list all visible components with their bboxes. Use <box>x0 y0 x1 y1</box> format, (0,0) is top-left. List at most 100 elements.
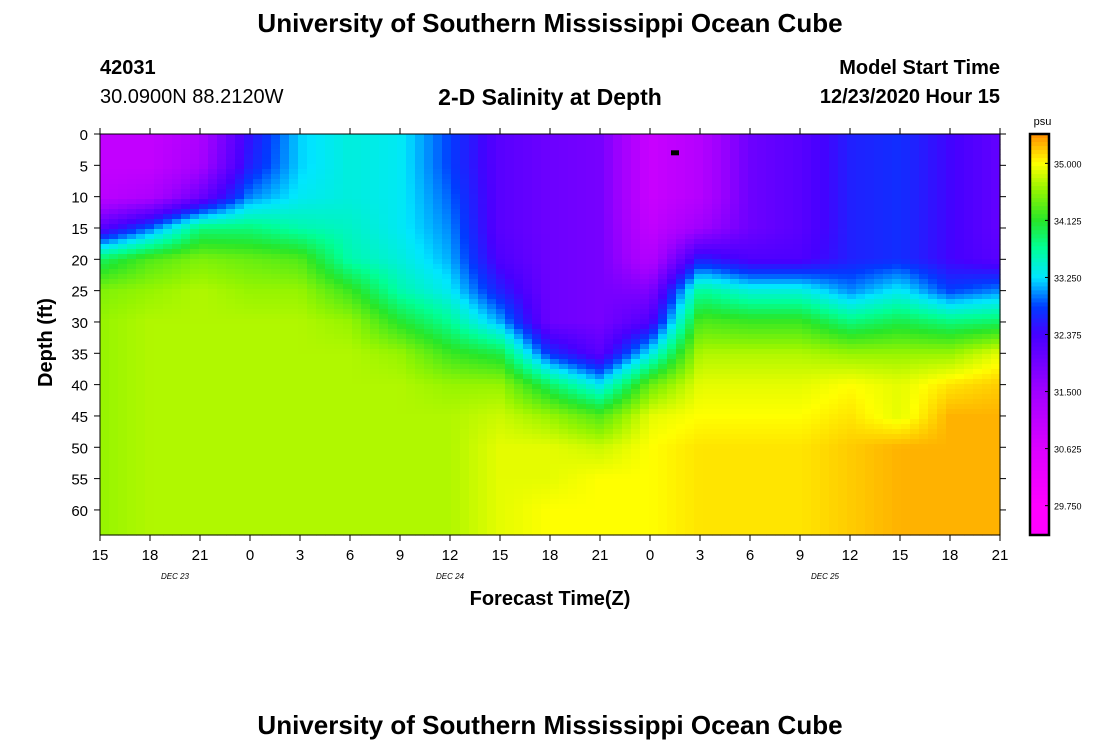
heatmap-cell <box>280 489 290 495</box>
heatmap-cell <box>397 479 407 485</box>
heatmap-cell <box>199 204 209 210</box>
heatmap-cell <box>406 139 416 145</box>
heatmap-cell <box>595 464 605 470</box>
heatmap-cell <box>118 424 128 430</box>
heatmap-cell <box>334 304 344 310</box>
heatmap-cell <box>451 314 461 320</box>
heatmap-cell <box>649 339 659 345</box>
heatmap-cell <box>136 284 146 290</box>
heatmap-cell <box>622 159 632 165</box>
heatmap-cell <box>649 149 659 155</box>
heatmap-cell <box>586 359 596 365</box>
heatmap-cell <box>523 474 533 480</box>
heatmap-cell <box>514 184 524 190</box>
heatmap-cell <box>118 494 128 500</box>
heatmap-cell <box>298 274 308 280</box>
heatmap-cell <box>568 189 578 195</box>
heatmap-cell <box>577 249 587 255</box>
heatmap-cell <box>109 254 119 260</box>
heatmap-cell <box>433 254 443 260</box>
heatmap-cell <box>532 354 542 360</box>
heatmap-cell <box>253 504 263 510</box>
heatmap-cell <box>262 364 272 370</box>
heatmap-cell <box>280 134 290 140</box>
heatmap-cell <box>541 194 551 200</box>
heatmap-cell <box>271 314 281 320</box>
heatmap-cell <box>343 209 353 215</box>
heatmap-cell <box>343 139 353 145</box>
heatmap-cell <box>640 304 650 310</box>
heatmap-cell <box>100 219 110 225</box>
heatmap-cell <box>604 159 614 165</box>
heatmap-cell <box>172 479 182 485</box>
heatmap-cell <box>541 504 551 510</box>
heatmap-cell <box>217 464 227 470</box>
heatmap-cell <box>118 184 128 190</box>
heatmap-cell <box>109 364 119 370</box>
heatmap-cell <box>595 154 605 160</box>
heatmap-cell <box>406 524 416 530</box>
heatmap-cell <box>505 504 515 510</box>
heatmap-cell <box>100 414 110 420</box>
heatmap-cell <box>577 284 587 290</box>
heatmap-cell <box>523 184 533 190</box>
heatmap-cell <box>109 444 119 450</box>
heatmap-cell <box>370 374 380 380</box>
heatmap-cell <box>235 389 245 395</box>
heatmap-cell <box>109 134 119 140</box>
heatmap-cell <box>550 289 560 295</box>
heatmap-cell <box>595 304 605 310</box>
heatmap-cell <box>154 304 164 310</box>
heatmap-cell <box>604 144 614 150</box>
heatmap-cell <box>100 314 110 320</box>
heatmap-cell <box>352 524 362 530</box>
heatmap-cell <box>352 279 362 285</box>
heatmap-cell <box>397 329 407 335</box>
heatmap-cell <box>172 184 182 190</box>
heatmap-cell <box>487 224 497 230</box>
heatmap-cell <box>199 459 209 465</box>
heatmap-cell <box>649 229 659 235</box>
heatmap-cell <box>280 374 290 380</box>
heatmap-cell <box>226 164 236 170</box>
heatmap-cell <box>262 199 272 205</box>
heatmap-cell <box>163 349 173 355</box>
heatmap-cell <box>424 504 434 510</box>
heatmap-cell <box>478 514 488 520</box>
heatmap-cell <box>604 339 614 345</box>
heatmap-cell <box>181 499 191 505</box>
heatmap-cell <box>442 459 452 465</box>
heatmap-cell <box>496 399 506 405</box>
heatmap-cell <box>388 189 398 195</box>
heatmap-cell <box>649 359 659 365</box>
heatmap-cell <box>487 289 497 295</box>
heatmap-cell <box>496 314 506 320</box>
heatmap-cell <box>289 269 299 275</box>
heatmap-cell <box>496 369 506 375</box>
heatmap-cell <box>217 434 227 440</box>
heatmap-cell <box>343 454 353 460</box>
heatmap-cell <box>523 264 533 270</box>
heatmap-cell <box>154 379 164 385</box>
heatmap-cell <box>514 284 524 290</box>
heatmap-cell <box>145 229 155 235</box>
heatmap-cell <box>370 474 380 480</box>
heatmap-cell <box>190 279 200 285</box>
heatmap-cell <box>433 384 443 390</box>
heatmap-cell <box>532 374 542 380</box>
heatmap-cell <box>325 394 335 400</box>
heatmap-cell <box>154 284 164 290</box>
heatmap-cell <box>244 219 254 225</box>
heatmap-cell <box>541 314 551 320</box>
heatmap-cell <box>289 349 299 355</box>
heatmap-cell <box>145 389 155 395</box>
heatmap-cell <box>613 389 623 395</box>
heatmap-cell <box>208 404 218 410</box>
heatmap-cell <box>388 369 398 375</box>
heatmap-cell <box>217 424 227 430</box>
heatmap-cell <box>316 369 326 375</box>
heatmap-cell <box>586 254 596 260</box>
heatmap-cell <box>640 189 650 195</box>
heatmap-cell <box>541 249 551 255</box>
heatmap-cell <box>442 159 452 165</box>
